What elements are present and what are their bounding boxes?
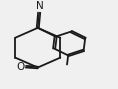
Text: N: N (36, 1, 44, 11)
Text: O: O (16, 62, 24, 72)
